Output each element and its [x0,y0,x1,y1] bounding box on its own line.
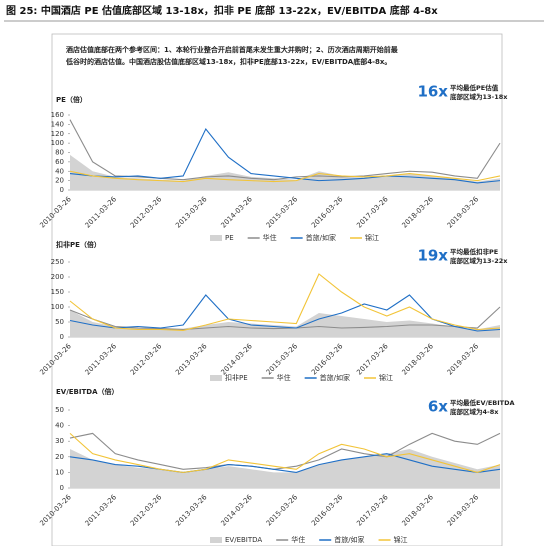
y-tick-label: 140 [51,120,64,128]
y-axis-label: EV/EBITDA（倍） [56,387,118,396]
legend-label: 锦江 [365,233,379,242]
x-tick-label: 2019-03-26 [446,493,481,528]
x-tick-label: 2014-03-26 [219,493,254,528]
y-tick-label: 0 [60,484,64,492]
legend-label: 华住 [277,373,291,382]
line [69,119,501,181]
x-tick-label: 2018-03-26 [401,195,436,230]
annotation-value: 6x [428,398,448,416]
legend-label: 扣非PE [225,373,248,382]
legend-label: 首旅/如家 [334,535,364,544]
line [69,306,501,331]
y-tick-label: 0 [60,186,64,194]
x-tick-label: 2012-03-26 [129,342,164,377]
annotation-value: 16x [417,83,448,101]
frame [51,33,503,546]
legend-label: 锦江 [379,373,393,382]
x-tick-label: 2011-03-26 [84,342,119,377]
x-tick-label: 2010-03-26 [38,493,73,528]
x-tick-label: 2013-03-26 [174,493,209,528]
line [69,453,501,473]
y-tick-label: 120 [51,130,64,138]
legend-label: 首旅/如家 [320,373,350,382]
y-tick-label: 50 [55,318,64,326]
x-tick-label: 2016-03-26 [310,342,345,377]
y-tick-label: 60 [55,158,64,166]
legend-label: 首旅/如家 [306,233,336,242]
line [69,294,501,332]
legend-label: 锦江 [394,535,408,544]
annotation-text: 平均最低PE估值 [450,83,499,92]
y-tick-label: 20 [55,453,64,461]
x-tick-label: 2018-03-26 [401,493,436,528]
x-tick-label: 2011-03-26 [84,195,119,230]
x-tick-label: 2017-03-26 [355,342,390,377]
y-tick-label: 30 [55,437,64,445]
x-tick-label: 2012-03-26 [129,195,164,230]
x-tick-label: 2014-03-26 [219,342,254,377]
x-tick-label: 2015-03-26 [265,342,300,377]
y-tick-label: 10 [55,468,64,476]
header-title: 图 25: 中国酒店 PE 估值底部区域 13-18x，扣非 PE 底部 13-… [6,4,438,17]
annotation-text: 底部区域为13-18x [450,92,508,101]
line [69,273,501,331]
annotation-value: 19x [417,247,448,265]
legend-label: PE [225,234,234,242]
description: 酒店估值底部在两个参考区间：1、本轮行业整合开启前首尾未发生重大并购时；2、历次… [66,45,399,54]
x-tick-label: 2019-03-26 [446,342,481,377]
x-tick-label: 2015-03-26 [265,195,300,230]
y-tick-label: 40 [55,167,64,175]
y-tick-label: 150 [51,288,64,296]
y-tick-label: 50 [55,406,64,414]
x-tick-label: 2016-03-26 [310,493,345,528]
x-tick-label: 2011-03-26 [84,493,119,528]
y-tick-label: 100 [51,303,64,311]
legend-label: 华住 [263,233,277,242]
y-tick-label: 100 [51,139,64,147]
x-tick-label: 2013-03-26 [174,195,209,230]
x-tick-label: 2015-03-26 [265,493,300,528]
y-tick-label: 20 [55,177,64,185]
annotation-text: 底部区域为4-8x [450,407,499,416]
y-tick-label: 200 [51,273,64,281]
line [69,128,501,184]
annotation-text: 平均最低EV/EBITDA [450,398,515,407]
x-tick-label: 2017-03-26 [355,493,390,528]
y-axis-label: 扣非PE（倍） [56,240,101,249]
x-tick-label: 2018-03-26 [401,342,436,377]
legend-swatch [210,375,222,381]
line [69,170,501,183]
y-tick-label: 250 [51,258,64,266]
x-tick-label: 2013-03-26 [174,342,209,377]
y-tick-label: 160 [51,111,64,119]
legend-label: 华住 [291,535,305,544]
x-tick-label: 2010-03-26 [38,342,73,377]
x-tick-label: 2010-03-26 [38,195,73,230]
legend-swatch [210,537,222,543]
x-tick-label: 2012-03-26 [129,493,164,528]
y-tick-label: 80 [55,149,64,157]
x-tick-label: 2014-03-26 [219,195,254,230]
annotation-text: 平均最低扣非PE [450,247,498,256]
line [69,432,501,473]
legend-swatch [210,235,222,241]
x-tick-label: 2019-03-26 [446,195,481,230]
area [70,449,500,488]
y-tick-label: 0 [60,333,64,341]
legend-label: EV/EBITDA [225,536,262,544]
area [70,310,500,337]
y-tick-label: 40 [55,422,64,430]
x-tick-label: 2017-03-26 [355,195,390,230]
annotation-text: 底部区域为13-22x [450,256,508,265]
x-tick-label: 2016-03-26 [310,195,345,230]
description: 低谷时的酒店估值。中国酒店股估值底部区域13-18x，扣非PE底部13-22x，… [65,57,391,66]
y-axis-label: PE（倍） [56,95,87,104]
